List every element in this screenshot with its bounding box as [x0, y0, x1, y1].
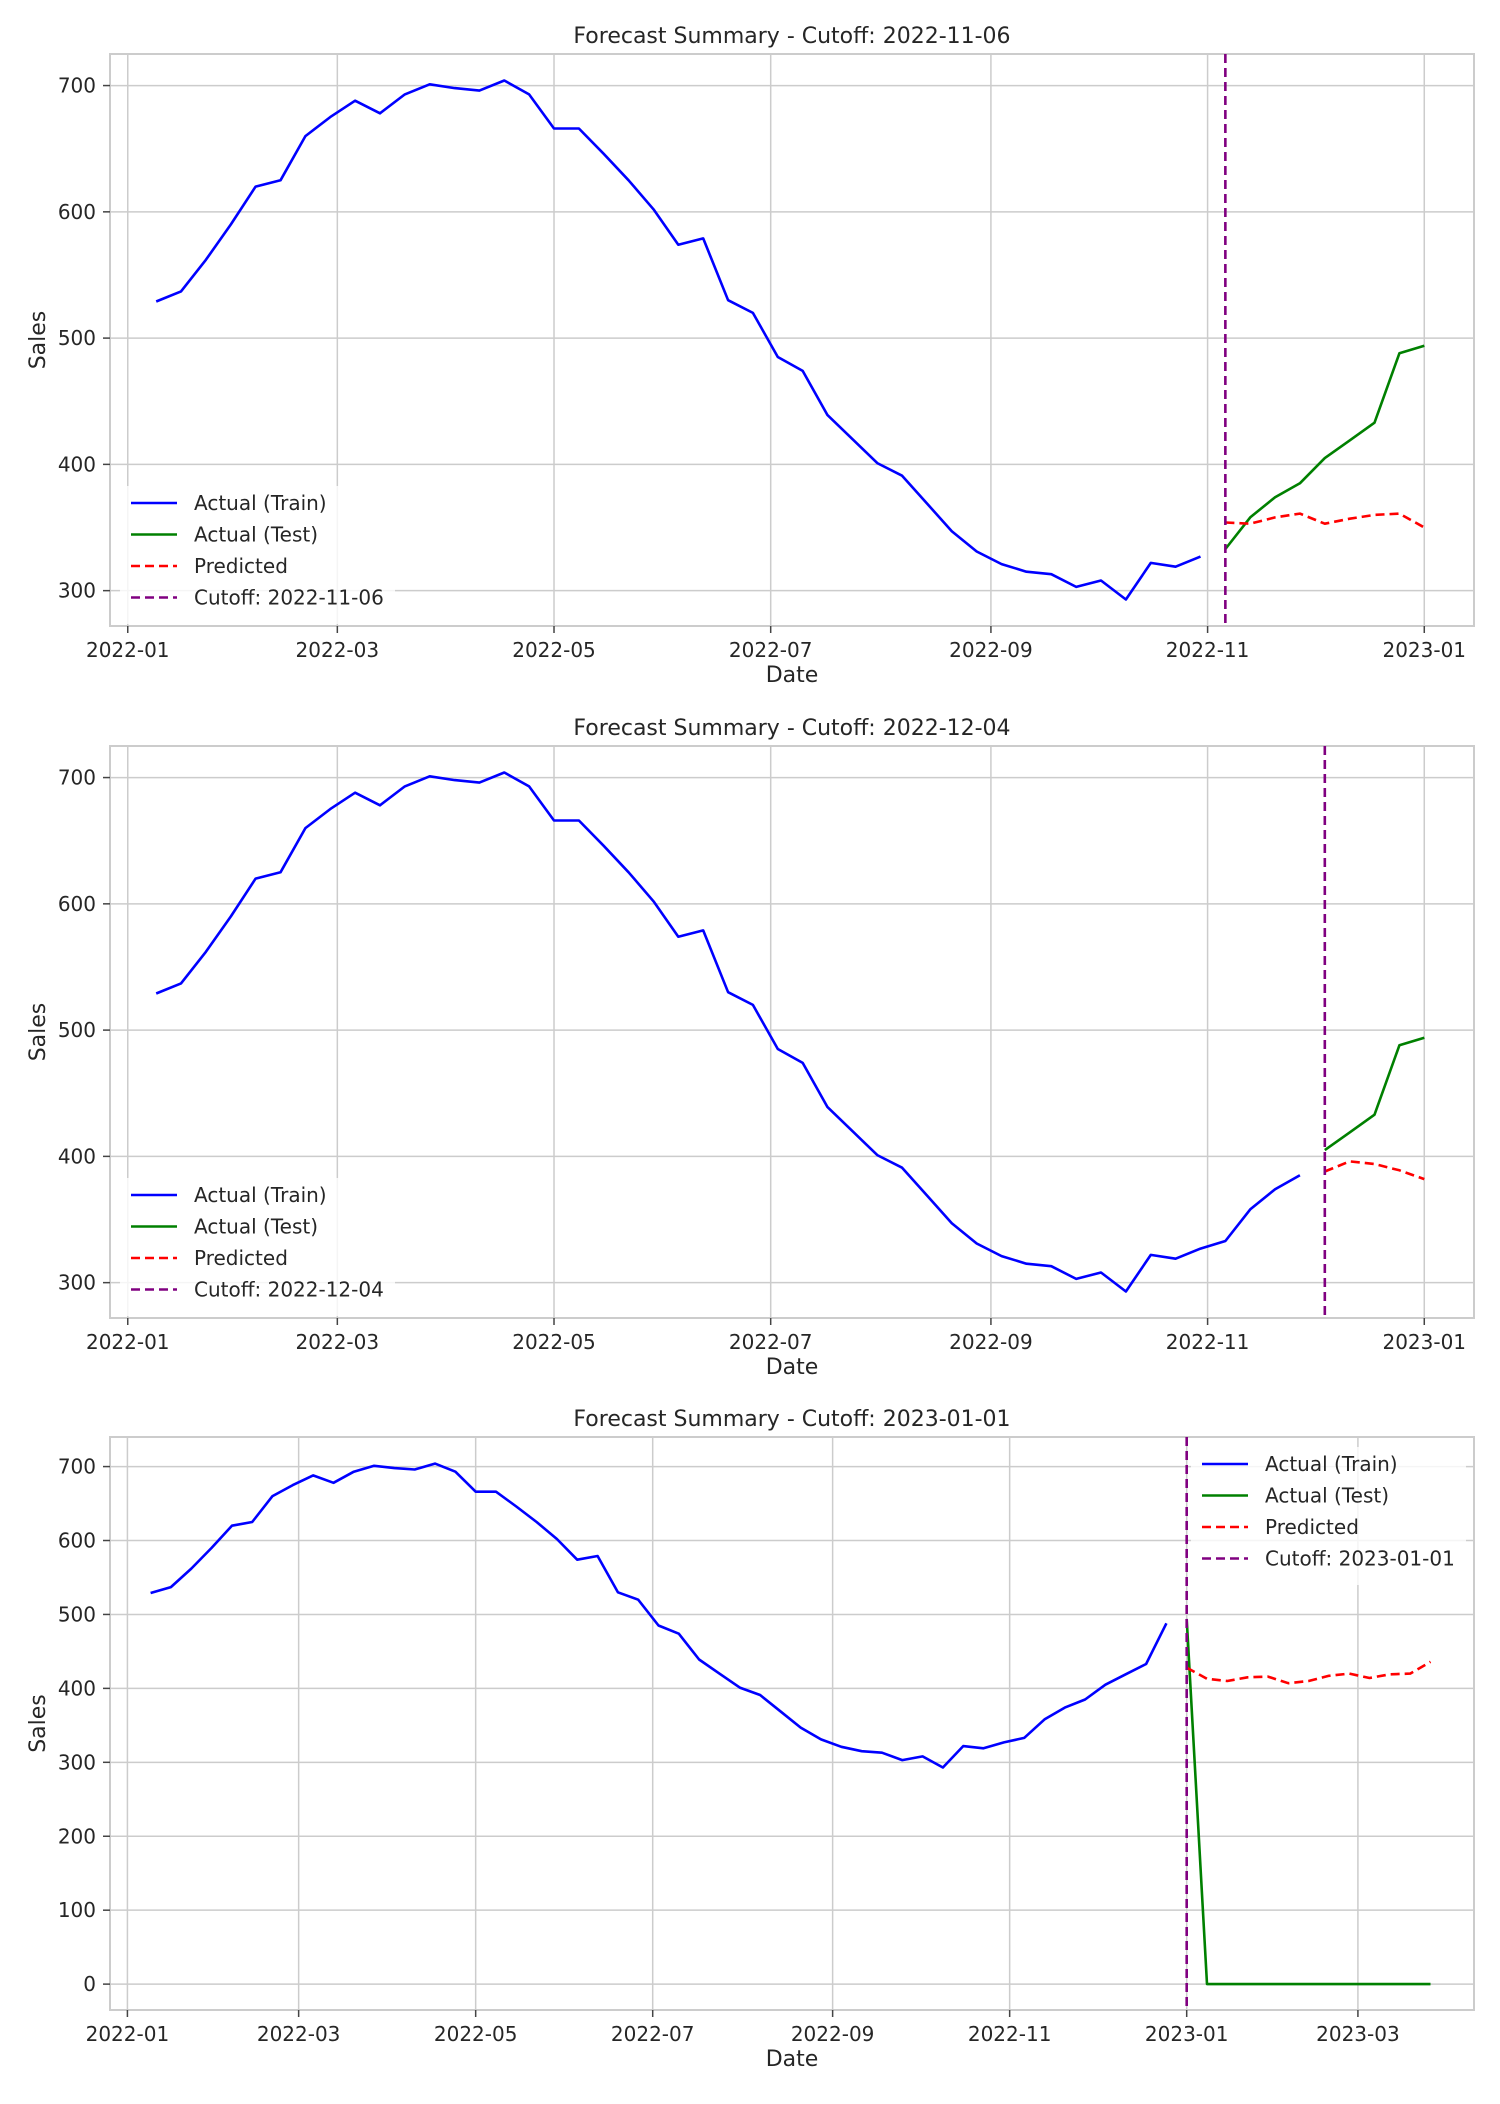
- x-tick-label: 2022-09: [791, 2022, 875, 2046]
- y-tick-label: 600: [58, 1529, 96, 1553]
- y-tick-label: 400: [58, 452, 96, 476]
- x-axis-label: Date: [766, 1355, 819, 1380]
- legend: Actual (Train) Actual (Test) Predicted Cuto…: [120, 486, 395, 624]
- y-tick-label: 500: [58, 1018, 96, 1042]
- x-tick-label: 2022-05: [434, 2022, 518, 2046]
- y-tick-label: 100: [58, 1898, 96, 1922]
- y-tick-label: 300: [58, 1750, 96, 1774]
- x-tick-label: 2022-03: [257, 2022, 341, 2046]
- x-tick-label: 2022-01: [86, 1330, 170, 1354]
- x-tick-label: 2022-01: [86, 2022, 170, 2046]
- legend-box: [1191, 1447, 1466, 1585]
- y-tick-label: 400: [58, 1676, 96, 1700]
- y-tick-label: 400: [58, 1144, 96, 1168]
- y-tick-label: 700: [58, 1455, 96, 1479]
- series-line-predicted: [1324, 1160, 1425, 1181]
- y-tick-label: 300: [58, 1271, 96, 1295]
- x-tick-label: 2022-11: [1166, 638, 1250, 662]
- series-line-predicted: [1186, 1660, 1432, 1685]
- x-tick-label: 2022-11: [968, 2022, 1052, 2046]
- x-axis-label: Date: [766, 2047, 819, 2072]
- x-axis-label: Date: [766, 663, 819, 688]
- legend-label: Predicted: [1265, 1515, 1359, 1539]
- x-tick-label: 2022-09: [949, 638, 1033, 662]
- x-tick-label: 2023-03: [1316, 2022, 1400, 2046]
- legend-label: Actual (Test): [194, 1215, 318, 1239]
- y-tick-label: 600: [58, 892, 96, 916]
- series-line-actual-test: [1324, 1036, 1425, 1152]
- legend-label: Actual (Test): [194, 523, 318, 547]
- y-tick-label: 500: [58, 326, 96, 350]
- series-line-predicted: [1225, 512, 1425, 529]
- series-line-actual-test: [1224, 344, 1425, 550]
- x-tick-label: 2022-05: [512, 1330, 596, 1354]
- y-tick-label: 200: [58, 1824, 96, 1848]
- x-tick-label: 2022-03: [296, 1330, 380, 1354]
- series-line-actual-train: [155, 771, 1301, 1293]
- series-line-actual-test: [1185, 1618, 1431, 1986]
- y-axis-label: Sales: [26, 1003, 51, 1062]
- axes-frame: [109, 53, 1475, 627]
- x-tick-label: 2022-07: [729, 638, 813, 662]
- y-tick-label: 700: [58, 766, 96, 790]
- x-tick-label: 2022-03: [296, 638, 380, 662]
- x-tick-label: 2022-11: [1166, 1330, 1250, 1354]
- y-tick-label: 700: [58, 74, 96, 98]
- legend: Actual (Train) Actual (Test) Predicted Cuto…: [120, 1178, 395, 1316]
- legend: Actual (Train) Actual (Test) Predicted Cuto…: [1191, 1447, 1466, 1585]
- series-line-actual-train: [150, 1462, 1168, 1769]
- legend-label: Cutoff: 2022-12-04: [194, 1278, 384, 1302]
- chart-title: Forecast Summary - Cutoff: 2022-11-06: [573, 24, 1010, 49]
- x-tick-label: 2022-07: [729, 1330, 813, 1354]
- legend-label: Actual (Train): [194, 1183, 327, 1207]
- chart-panel-1: 2022-01 2022-03 2022-05 2022-07 2022-09 2022-…: [26, 24, 1475, 688]
- legend-label: Actual (Test): [1265, 1484, 1389, 1508]
- legend-label: Actual (Train): [194, 491, 327, 515]
- x-tick-label: 2023-01: [1145, 2022, 1229, 2046]
- legend-label: Cutoff: 2022-11-06: [194, 586, 384, 610]
- chart-panel-3: 2022-01 2022-03 2022-05 2022-07 2022-09 2022-…: [26, 1407, 1475, 2072]
- legend-box: [120, 486, 395, 624]
- y-tick-label: 600: [58, 200, 96, 224]
- x-tick-label: 2022-09: [949, 1330, 1033, 1354]
- chart-title: Forecast Summary - Cutoff: 2022-12-04: [573, 716, 1010, 741]
- chart-panel-2: 2022-01 2022-03 2022-05 2022-07 2022-09 2022-…: [26, 716, 1475, 1380]
- x-tick-label: 2023-01: [1382, 1330, 1466, 1354]
- y-axis-label: Sales: [26, 311, 51, 370]
- y-tick-label: 0: [83, 1972, 96, 1996]
- legend-label: Actual (Train): [1265, 1452, 1398, 1476]
- series-line-actual-train: [155, 79, 1201, 601]
- legend-label: Predicted: [194, 554, 288, 578]
- legend-box: [120, 1178, 395, 1316]
- x-tick-label: 2022-05: [512, 638, 596, 662]
- x-tick-label: 2022-01: [86, 638, 170, 662]
- y-tick-label: 300: [58, 579, 96, 603]
- legend-label: Cutoff: 2023-01-01: [1265, 1547, 1455, 1571]
- y-axis-label: Sales: [26, 1694, 51, 1753]
- axes-frame: [109, 745, 1475, 1319]
- y-tick-label: 500: [58, 1602, 96, 1626]
- axes-frame: [109, 1436, 1475, 2011]
- x-tick-label: 2023-01: [1382, 638, 1466, 662]
- x-tick-label: 2022-07: [611, 2022, 695, 2046]
- legend-label: Predicted: [194, 1246, 288, 1270]
- chart-title: Forecast Summary - Cutoff: 2023-01-01: [573, 1407, 1010, 1432]
